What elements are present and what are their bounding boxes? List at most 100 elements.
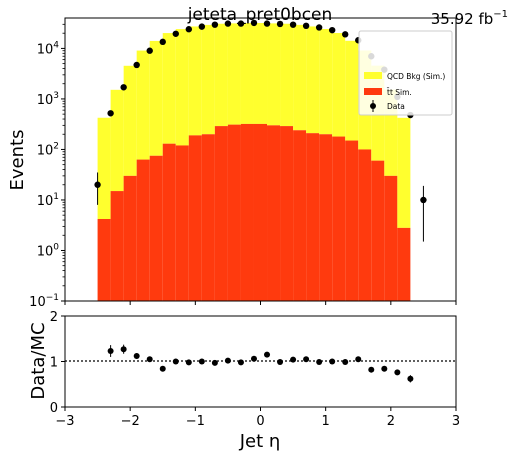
main-y-axis-ticks: 10−1 100 101 102 103 104: [29, 23, 65, 310]
ratio-point: [211, 359, 218, 366]
bar-qcd: [240, 23, 254, 124]
stacked-histogram: [97, 23, 411, 302]
y-tick-label: 10−1: [29, 293, 59, 310]
ratio-x-tick-label: −1: [186, 414, 205, 429]
data-point: [302, 22, 310, 30]
bar-ttbar: [319, 134, 333, 301]
bar-ttbar: [306, 133, 320, 301]
ratio-y-axis-label: Data/MC: [28, 322, 49, 399]
data-point: [120, 84, 127, 91]
ratio-y-tick-label: 1: [50, 356, 58, 371]
ratio-x-tick-label: 3: [452, 414, 460, 429]
data-point: [289, 21, 297, 28]
data-point: [276, 20, 284, 28]
bar-qcd: [345, 40, 359, 141]
data-point: [146, 47, 153, 54]
ratio-point: [224, 357, 231, 364]
ratio-point: [250, 355, 257, 362]
ratio-y-axis-ticks: 0 1 2: [50, 310, 65, 416]
ratio-point: [355, 356, 362, 363]
bar-ttbar: [175, 145, 189, 301]
bar-ttbar: [267, 125, 281, 301]
data-point: [328, 26, 336, 34]
ratio-point: [159, 365, 166, 372]
legend-label-qcd: QCD Bkg (Sim.): [387, 72, 445, 81]
y-tick-label: 104: [37, 40, 60, 57]
ratio-point: [381, 365, 388, 372]
ratio-point: [303, 356, 310, 363]
y-tick-label: 101: [37, 192, 59, 209]
bar-qcd: [306, 26, 320, 134]
bar-qcd: [253, 23, 268, 124]
legend-marker-data: [370, 103, 376, 109]
ratio-x-tick-label: −3: [55, 414, 74, 429]
data-point: [107, 110, 114, 117]
data-point: [133, 61, 140, 69]
bar-qcd: [214, 23, 228, 127]
bar-ttbar: [136, 159, 150, 301]
ratio-point: [394, 369, 401, 376]
ratio-point: [198, 358, 205, 365]
bar-ttbar: [97, 218, 111, 301]
ratio-point: [368, 366, 375, 373]
ratio-point: [146, 356, 153, 363]
bar-ttbar: [240, 123, 254, 302]
bar-ttbar: [384, 175, 398, 301]
data-point: [237, 20, 245, 27]
ratio-points: [107, 344, 414, 383]
data-point: [185, 26, 193, 33]
bar-ttbar: [214, 126, 228, 301]
data-point: [94, 181, 101, 188]
ratio-point: [120, 346, 127, 353]
bar-ttbar: [162, 143, 176, 301]
bar-qcd: [319, 29, 333, 135]
chart-title: jeteta_pret0bcen: [187, 5, 333, 25]
legend-box: [358, 30, 453, 116]
data-point: [420, 196, 427, 204]
bar-ttbar: [188, 135, 202, 301]
bar-qcd: [293, 24, 307, 131]
ratio-x-tick-label: 1: [322, 414, 330, 429]
bar-ttbar: [201, 134, 215, 301]
bar-qcd: [280, 23, 294, 127]
ratio-point: [290, 356, 297, 363]
bar-ttbar: [332, 136, 346, 301]
legend: QCD Bkg (Sim.) t̄t Sim. Data: [358, 30, 453, 116]
ratio-y-tick-label: 2: [50, 310, 58, 325]
ratio-x-tick-label: 2: [387, 414, 395, 429]
bar-ttbar: [123, 175, 137, 301]
bar-ttbar: [110, 191, 124, 301]
bar-ttbar: [358, 149, 372, 301]
bar-qcd: [97, 117, 111, 219]
main-panel: 10−1 100 101 102 103 104 jeteta_pret0bcen 35.…: [7, 5, 508, 310]
ratio-point: [329, 358, 336, 365]
bar-qcd: [397, 117, 411, 228]
ratio-point: [172, 358, 179, 365]
data-point: [224, 20, 232, 27]
ratio-x-tick-label: 0: [256, 414, 264, 429]
data-point: [250, 19, 258, 27]
bar-qcd: [162, 33, 176, 144]
x-axis-label: Jet η: [239, 431, 281, 452]
bar-qcd: [267, 23, 281, 126]
ratio-point: [277, 358, 284, 365]
bar-qcd: [136, 50, 150, 160]
ratio-x-tick-label: −2: [121, 414, 140, 429]
ratio-point: [185, 359, 192, 366]
legend-swatch-qcd: [364, 72, 382, 79]
ratio-point: [237, 359, 244, 366]
legend-swatch-ttbar: [364, 88, 382, 95]
bar-ttbar: [227, 124, 241, 301]
ratio-point: [133, 353, 140, 360]
ratio-panel: 0 1 2 −3 −2 −1 0 1 2 3 Data/MC Jet η: [28, 310, 460, 452]
bar-qcd: [149, 40, 163, 156]
bar-qcd: [227, 23, 241, 125]
bar-qcd: [110, 89, 124, 192]
bar-ttbar: [371, 160, 385, 301]
data-point: [211, 21, 219, 28]
ratio-point: [316, 358, 323, 365]
y-tick-label: 102: [37, 141, 59, 158]
bar-qcd: [123, 65, 137, 176]
bar-qcd: [201, 24, 215, 135]
